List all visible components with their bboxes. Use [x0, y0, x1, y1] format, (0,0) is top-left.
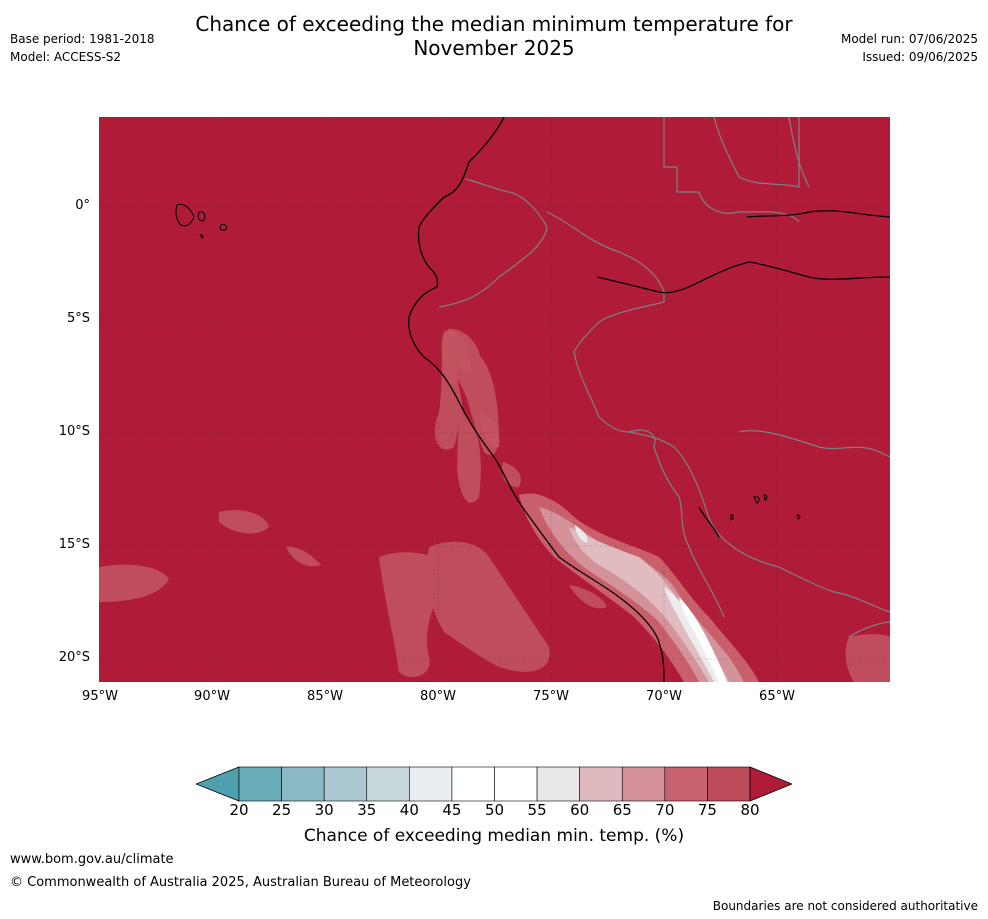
colorbar-tick-label: 25	[272, 801, 292, 819]
lat-label-15s: 15°S	[58, 537, 90, 552]
coastlines	[408, 117, 890, 682]
colorbar-tick-label: 40	[399, 801, 419, 819]
colorbar-segment	[621, 766, 666, 802]
colorbar-title: Chance of exceeding median min. temp. (%…	[303, 826, 685, 846]
lat-label-10s: 10°S	[58, 424, 90, 439]
base-period: Base period: 1981-2018	[10, 32, 155, 46]
colorbar-segment	[451, 766, 495, 802]
lon-label-90w: 90°W	[194, 689, 230, 704]
colorbar-segment	[366, 766, 410, 802]
lon-label-80w: 80°W	[420, 689, 456, 704]
colorbar-segment	[536, 766, 580, 802]
lon-label-70w: 70°W	[646, 689, 682, 704]
colorbar-segment	[494, 766, 538, 802]
colorbar-segment	[664, 766, 708, 802]
colorbar-segment	[323, 766, 368, 802]
footer-url: www.bom.gov.au/climate	[10, 852, 174, 867]
coastal-patches-north	[447, 330, 456, 336]
colorbar-low-extension	[196, 766, 240, 802]
colorbar-tick-label: 55	[527, 801, 547, 819]
lon-label-85w: 85°W	[307, 689, 343, 704]
colorbar-tick-label: 50	[484, 801, 505, 819]
colorbar-segment	[579, 766, 623, 802]
inland-lakes	[730, 494, 801, 521]
probability-map	[99, 117, 890, 682]
colorbar	[196, 766, 792, 802]
model-run: Model run: 07/06/2025	[840, 32, 978, 46]
coastal-gradient-band	[519, 493, 759, 682]
colorbar-tick-label: 45	[442, 801, 462, 819]
title-line-2: November 2025	[413, 36, 575, 60]
colorbar-segment	[707, 766, 751, 802]
colorbar-segments	[238, 766, 751, 802]
lat-label-0: 0°	[75, 198, 90, 213]
colorbar-tick-label: 30	[314, 801, 334, 819]
north-peru-patches	[441, 331, 500, 448]
meta-right: Model run: 07/06/2025 Issued: 09/06/2025	[841, 30, 978, 66]
colorbar-tick-label: 60	[570, 801, 590, 819]
colorbar-tick-label: 75	[697, 801, 717, 819]
colorbar-segment	[409, 766, 453, 802]
colorbar-tick-label: 70	[655, 801, 675, 819]
title-line-1: Chance of exceeding the median minimum t…	[195, 12, 793, 36]
lon-label-95w: 95°W	[82, 689, 118, 704]
colorbar-segment	[238, 766, 282, 802]
colorbar-tick-label: 80	[740, 801, 760, 819]
chart-title: Chance of exceeding the median minimum t…	[0, 12, 988, 60]
colorbar-tick-label: 20	[229, 801, 249, 819]
lat-label-5s: 5°S	[66, 311, 90, 326]
colorbar-tick-label: 35	[357, 801, 377, 819]
colorbar-high-extension	[749, 766, 792, 802]
lat-label-20s: 20°S	[58, 650, 90, 665]
disclaimer-text: Boundaries are not considered authoritat…	[712, 899, 978, 913]
meta-left: Base period: 1981-2018 Model: ACCESS-S2	[10, 30, 155, 66]
colorbar-tick-label: 65	[612, 801, 632, 819]
galapagos-islands	[175, 203, 228, 239]
lon-label-75w: 75°W	[533, 689, 569, 704]
map-gridlines	[99, 117, 890, 682]
model-name: Model: ACCESS-S2	[10, 50, 122, 64]
issued-date: Issued: 09/06/2025	[862, 50, 978, 64]
country-borders	[438, 117, 890, 638]
copyright-text: © Commonwealth of Australia 2025, Austra…	[10, 875, 471, 890]
lon-label-65w: 65°W	[759, 689, 795, 704]
colorbar-segment	[281, 766, 325, 802]
